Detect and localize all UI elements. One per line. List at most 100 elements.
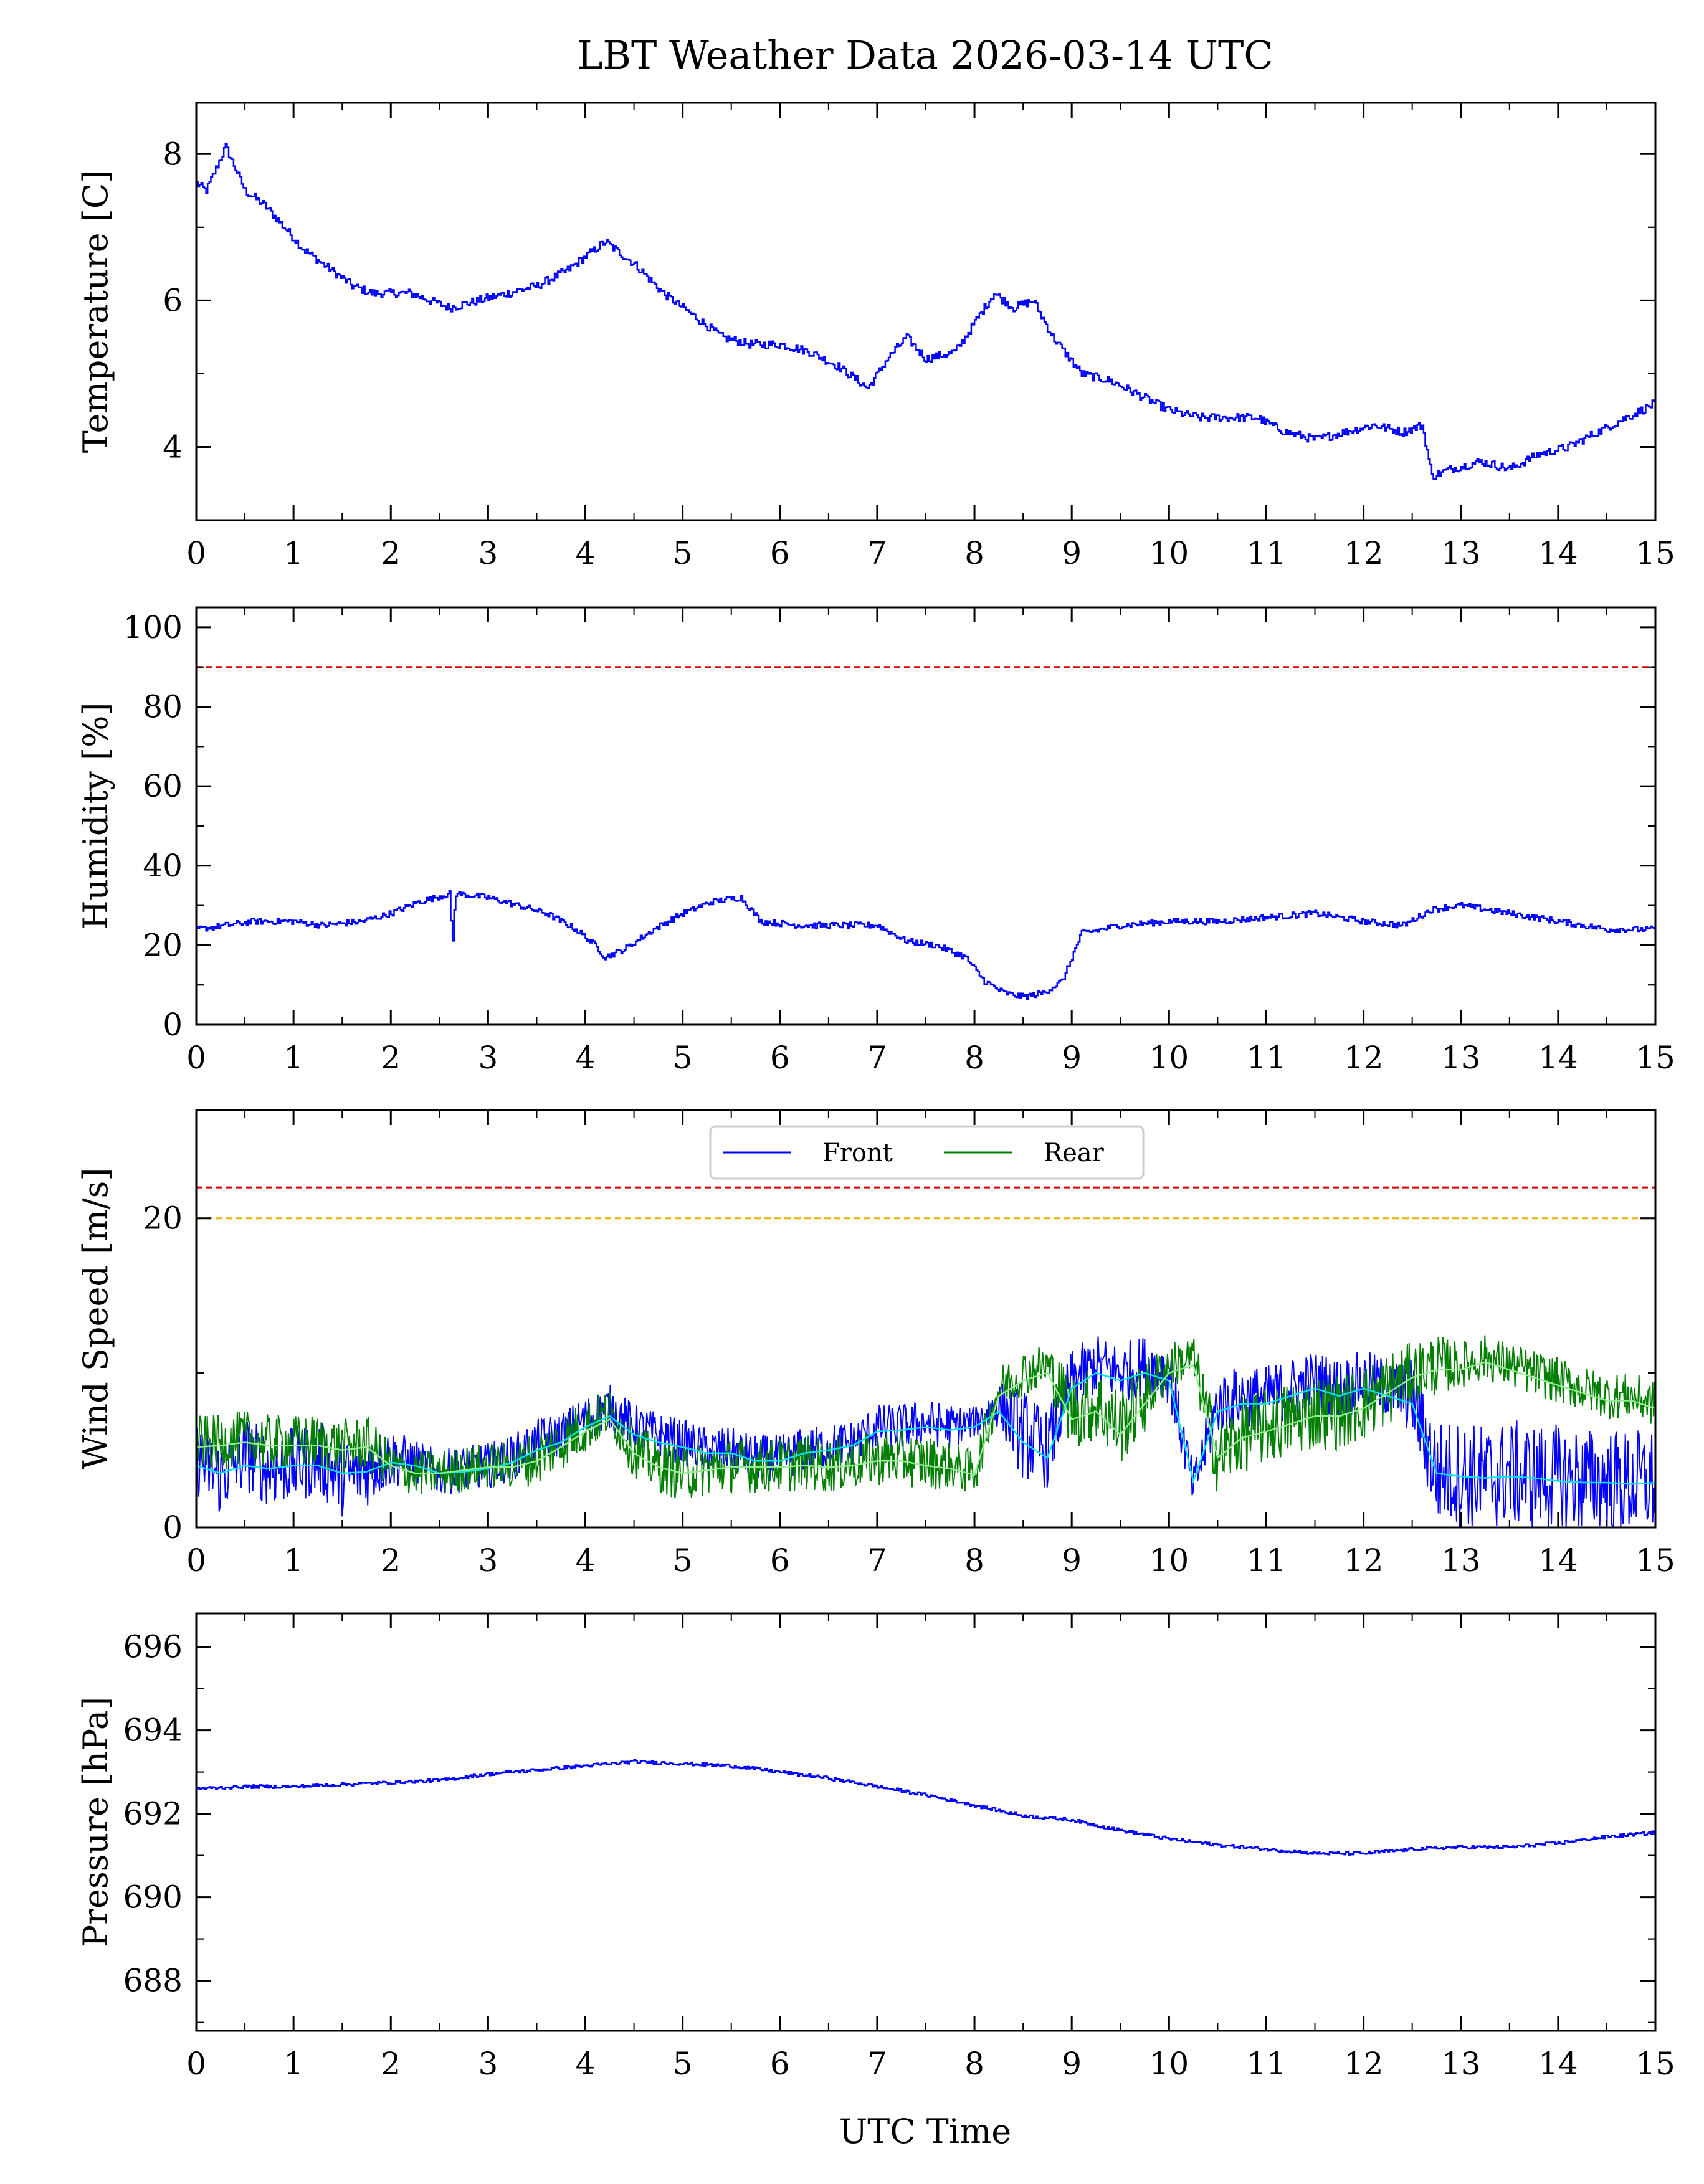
temperature-y-axis-label: Temperature [C] xyxy=(76,170,115,453)
wind-legend: Front Rear xyxy=(709,1125,1145,1180)
temperature-x-tick-label: 4 xyxy=(576,535,596,571)
wind-legend-box xyxy=(709,1125,1145,1180)
temperature-x-tick-label: 5 xyxy=(673,535,693,571)
humidity-x-tick-label: 14 xyxy=(1538,1040,1578,1076)
temperature-axes-frame xyxy=(195,102,1657,521)
temperature-x-tick-label: 8 xyxy=(964,535,984,571)
temperature-x-tick-label: 9 xyxy=(1062,535,1082,571)
humidity-x-tick-label: 15 xyxy=(1635,1040,1675,1076)
wind-x-tick-label: 0 xyxy=(186,1542,206,1579)
humidity-x-tick-label: 7 xyxy=(867,1040,887,1076)
temperature-x-tick-label: 10 xyxy=(1149,535,1189,571)
humidity-x-tick-label: 1 xyxy=(283,1040,303,1076)
temperature-x-tick-label: 13 xyxy=(1441,535,1481,571)
wind-x-tick-label: 9 xyxy=(1062,1542,1082,1579)
humidity-x-tick-label: 3 xyxy=(478,1040,498,1076)
wind-rear-mean-line xyxy=(196,1361,1655,1476)
pressure-x-tick-label: 10 xyxy=(1149,2046,1189,2082)
pressure-y-tick-label: 690 xyxy=(123,1879,183,1916)
wind-x-tick-label: 11 xyxy=(1247,1542,1287,1579)
temperature-x-tick-label: 11 xyxy=(1247,535,1287,571)
pressure-x-tick-label: 2 xyxy=(381,2046,401,2082)
wind-rear-line xyxy=(196,1335,1655,1499)
temperature-x-tick-label: 15 xyxy=(1635,535,1675,571)
temperature-line xyxy=(196,143,1655,480)
humidity-y-tick-label: 80 xyxy=(143,689,183,725)
humidity-y-axis-label: Humidity [%] xyxy=(76,702,115,929)
pressure-axes-frame xyxy=(195,1612,1657,2032)
pressure-x-tick-label: 6 xyxy=(770,2046,790,2082)
wind-y-tick-label: 0 xyxy=(163,1509,183,1545)
wind-x-tick-label: 8 xyxy=(964,1542,984,1579)
figure-title: LBT Weather Data 2026-03-14 UTC xyxy=(577,32,1273,78)
humidity-y-tick-label: 100 xyxy=(123,609,183,645)
wind-y-axis-label: Wind Speed [m/s] xyxy=(76,1168,115,1470)
humidity-x-tick-label: 0 xyxy=(186,1040,206,1076)
pressure-y-tick-label: 694 xyxy=(123,1712,183,1749)
wind-x-tick-label: 1 xyxy=(283,1542,303,1579)
pressure-x-tick-label: 11 xyxy=(1247,2046,1287,2082)
temperature-x-tick-label: 0 xyxy=(186,535,206,571)
humidity-plot-area xyxy=(196,666,1655,1000)
temperature-x-tick-label: 6 xyxy=(770,535,790,571)
wind-x-tick-label: 5 xyxy=(673,1542,693,1579)
wind-y-tick-label: 20 xyxy=(143,1200,183,1237)
pressure-x-tick-label: 4 xyxy=(576,2046,596,2082)
humidity-panel: 0 1 2 3 4 5 6 7 8 9 10 11 12 13 14 15020406080100Humidi… xyxy=(76,606,1675,1076)
pressure-x-tick-label: 12 xyxy=(1344,2046,1384,2082)
pressure-x-tick-label: 9 xyxy=(1062,2046,1082,2082)
humidity-x-tick-label: 12 xyxy=(1344,1040,1384,1076)
wind-x-tick-label: 12 xyxy=(1344,1542,1384,1579)
temperature-y-tick-label: 8 xyxy=(163,136,183,172)
wind-x-tick-label: 15 xyxy=(1635,1542,1675,1579)
humidity-y-tick-label: 40 xyxy=(143,848,183,884)
pressure-y-tick-label: 692 xyxy=(123,1796,183,1832)
temperature-x-tick-label: 3 xyxy=(478,535,498,571)
humidity-x-tick-label: 11 xyxy=(1247,1040,1287,1076)
temperature-y-tick-label: 4 xyxy=(163,429,183,465)
humidity-x-tick-label: 5 xyxy=(673,1040,693,1076)
x-axis-label: UTC Time xyxy=(839,2112,1011,2151)
temperature-y-tick-label: 6 xyxy=(163,282,183,318)
pressure-panel: 0 1 2 3 4 5 6 7 8 9 10 11 12 13 14 15688690692694696Pre… xyxy=(76,1612,1675,2082)
humidity-y-tick-label: 60 xyxy=(143,768,183,804)
humidity-axes-frame xyxy=(195,606,1657,1026)
temperature-x-tick-label: 1 xyxy=(283,535,303,571)
pressure-x-tick-label: 7 xyxy=(867,2046,887,2082)
humidity-x-tick-label: 10 xyxy=(1149,1040,1189,1076)
humidity-x-tick-label: 4 xyxy=(576,1040,596,1076)
humidity-x-tick-label: 13 xyxy=(1441,1040,1481,1076)
wind-x-tick-label: 2 xyxy=(381,1542,401,1579)
wind-x-tick-label: 10 xyxy=(1149,1542,1189,1579)
pressure-x-tick-label: 14 xyxy=(1538,2046,1578,2082)
wind-front-line xyxy=(196,1336,1655,1527)
pressure-x-tick-label: 13 xyxy=(1441,2046,1481,2082)
pressure-x-tick-label: 1 xyxy=(283,2046,303,2082)
wind-x-tick-label: 4 xyxy=(576,1542,596,1579)
humidity-line xyxy=(196,890,1655,1000)
wind-x-tick-label: 7 xyxy=(867,1542,887,1579)
pressure-y-tick-label: 688 xyxy=(123,1963,183,1999)
pressure-x-tick-label: 0 xyxy=(186,2046,206,2082)
wind-plot-area xyxy=(196,1186,1655,1527)
humidity-x-tick-label: 6 xyxy=(770,1040,790,1076)
humidity-x-tick-label: 8 xyxy=(964,1040,984,1076)
pressure-line xyxy=(196,1759,1655,1856)
humidity-x-tick-label: 2 xyxy=(381,1040,401,1076)
pressure-y-tick-label: 696 xyxy=(123,1629,183,1665)
pressure-x-tick-label: 15 xyxy=(1635,2046,1675,2082)
wind-x-tick-label: 14 xyxy=(1538,1542,1578,1579)
pressure-x-tick-label: 3 xyxy=(478,2046,498,2082)
wind-x-tick-label: 13 xyxy=(1441,1542,1481,1579)
wind-x-tick-label: 6 xyxy=(770,1542,790,1579)
pressure-y-axis-label: Pressure [hPa] xyxy=(76,1697,115,1947)
temperature-x-tick-label: 2 xyxy=(381,535,401,571)
wind-x-tick-label: 3 xyxy=(478,1542,498,1579)
temperature-plot-area xyxy=(196,143,1655,480)
legend-label-rear: Rear xyxy=(1044,1139,1105,1167)
pressure-x-tick-label: 5 xyxy=(673,2046,693,2082)
temperature-x-tick-label: 12 xyxy=(1344,535,1384,571)
